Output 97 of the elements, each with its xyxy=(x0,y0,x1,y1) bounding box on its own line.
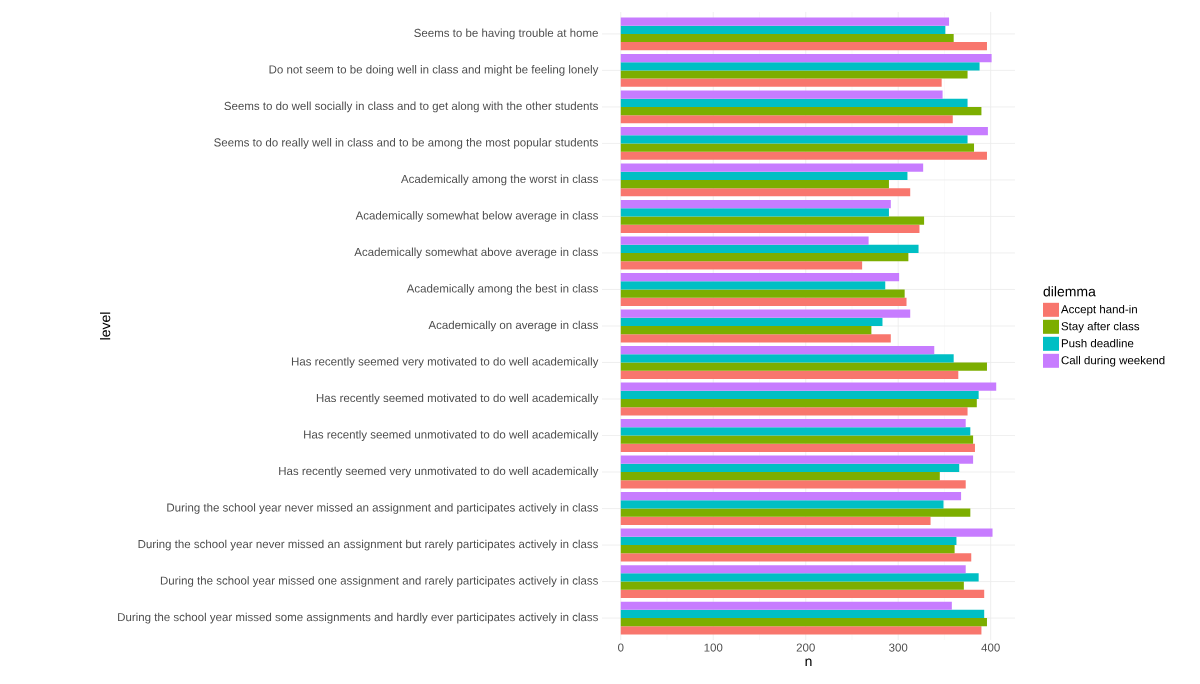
bar xyxy=(620,399,977,408)
x-axis-title: n xyxy=(805,658,812,667)
bar xyxy=(620,163,924,172)
x-tick-label: 0 xyxy=(618,643,624,652)
y-tick-label: Academically among the worst in class xyxy=(400,174,599,186)
bar xyxy=(620,17,950,26)
y-tick-label: Academically among the best in class xyxy=(406,284,599,295)
legend-label: Accept hand-in xyxy=(1060,304,1137,316)
bar xyxy=(620,325,872,335)
bar xyxy=(620,188,911,197)
bar xyxy=(620,536,957,546)
bar xyxy=(620,435,974,444)
x-tick-label: 200 xyxy=(796,643,815,652)
bar xyxy=(620,224,920,233)
bar xyxy=(620,33,954,43)
bar xyxy=(620,62,980,71)
y-tick-label: Seems to do really well in class and to be among the most popular students xyxy=(214,138,598,149)
bar xyxy=(620,516,931,525)
bar xyxy=(620,200,891,209)
bar xyxy=(620,390,979,400)
bar xyxy=(620,78,942,87)
y-tick-label: Seems to do well socially in class and to get along with the other students xyxy=(224,101,598,113)
legend-label: Call during weekend xyxy=(1061,355,1165,367)
y-tick-label: Academically somewhat below average in class xyxy=(355,211,598,222)
bar xyxy=(620,53,992,63)
bar xyxy=(620,171,908,180)
bar xyxy=(620,143,975,152)
bar xyxy=(620,70,968,79)
bar xyxy=(620,151,987,160)
bar xyxy=(620,334,891,343)
bar xyxy=(620,581,964,590)
bar xyxy=(620,443,975,452)
y-tick-label: During the school year never missed an assignment and participates actively in class xyxy=(167,503,598,514)
bar xyxy=(620,553,972,562)
bar xyxy=(620,90,943,99)
bar xyxy=(620,565,966,574)
bar xyxy=(620,135,968,144)
legend-label: Stay after class xyxy=(1061,321,1140,333)
y-tick-label: During the school year missed one assignment and rarely participates actively in class xyxy=(160,576,598,587)
bar xyxy=(620,106,982,116)
bar xyxy=(620,244,919,253)
bar xyxy=(620,472,940,481)
bar xyxy=(620,281,886,290)
bar xyxy=(620,528,993,537)
bar xyxy=(620,179,889,189)
y-tick-label: Academically somewhat above average in class xyxy=(354,247,598,259)
legend-title: dilemma xyxy=(1043,286,1096,297)
bar xyxy=(620,25,946,34)
bar xyxy=(620,382,997,391)
y-tick-label: Has recently seemed very motivated to do well academically xyxy=(291,357,599,368)
bar xyxy=(620,297,907,306)
bar xyxy=(620,362,987,371)
bar xyxy=(620,455,974,464)
bar xyxy=(620,127,988,136)
bar xyxy=(620,309,911,318)
bar xyxy=(620,407,968,416)
x-tick-label: 300 xyxy=(889,643,908,652)
bar xyxy=(620,252,909,262)
bar xyxy=(620,480,966,489)
bar xyxy=(620,208,889,217)
y-tick-label: Seems to be having trouble at home xyxy=(414,28,598,40)
bar xyxy=(620,609,985,619)
y-tick-label: Has recently seemed unmotivated to do well academically xyxy=(304,430,599,441)
bar xyxy=(620,236,869,245)
x-tick-label: 100 xyxy=(704,643,723,652)
bar xyxy=(620,317,883,326)
bar xyxy=(620,573,979,582)
bar xyxy=(620,42,987,51)
bar xyxy=(620,289,905,298)
bar xyxy=(620,589,985,598)
bar xyxy=(620,273,900,282)
y-tick-label: Has recently seemed very unmotivated to do well academically xyxy=(279,466,599,478)
bar xyxy=(620,427,971,436)
x-tick-label: 400 xyxy=(981,643,1000,652)
bar xyxy=(620,463,960,473)
bar xyxy=(620,419,966,428)
y-axis-title: level xyxy=(100,312,111,340)
bar xyxy=(620,492,962,501)
bar xyxy=(620,626,982,635)
bar xyxy=(620,216,925,225)
bar xyxy=(620,601,952,610)
bar xyxy=(620,500,944,509)
bar xyxy=(620,618,987,627)
y-tick-label: Do not seem to be doing well in class and might be feeling lonely xyxy=(269,65,599,76)
bar xyxy=(620,508,971,517)
bar xyxy=(620,354,954,363)
y-tick-label: Has recently seemed motivated to do well academically xyxy=(316,393,599,405)
bar xyxy=(620,115,953,124)
bar xyxy=(620,261,863,270)
bar xyxy=(620,346,935,355)
bar xyxy=(620,98,968,107)
y-tick-label: During the school year never missed an assignment but rarely participates actively in class xyxy=(138,539,598,551)
y-tick-label: Academically on average in class xyxy=(428,320,599,332)
y-tick-label: During the school year missed some assignments and hardly ever participates actively in class xyxy=(118,612,598,624)
bar xyxy=(620,370,959,379)
legend-label: Push deadline xyxy=(1061,338,1134,348)
bar xyxy=(620,545,955,554)
